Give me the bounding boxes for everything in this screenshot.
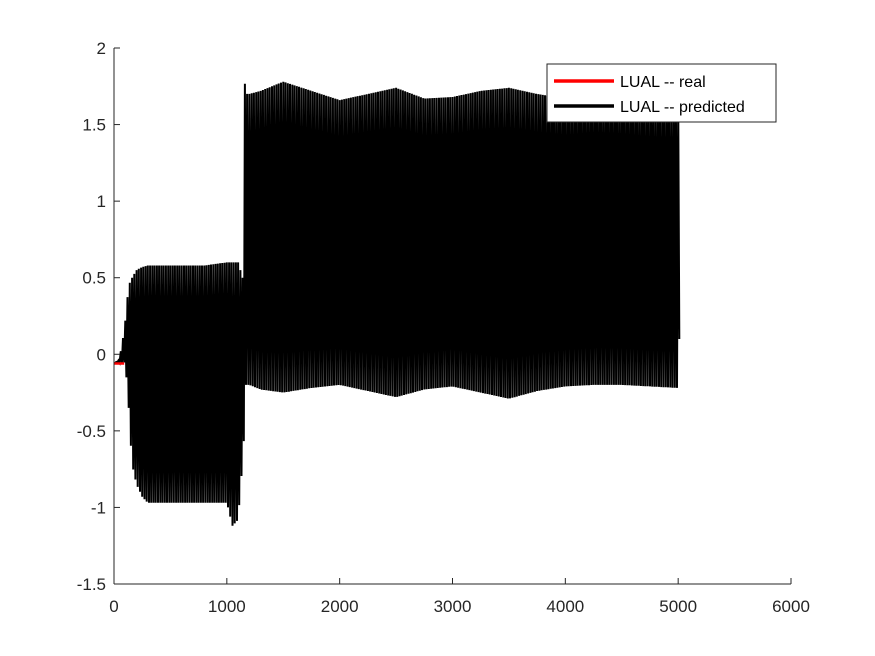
x-tick-label: 5000 <box>659 597 697 616</box>
y-ticks: -1.5 -1 -0.5 0 0.5 1 1.5 2 <box>77 39 120 594</box>
legend-label-real: LUAL -- real <box>620 74 706 91</box>
x-tick-label: 2000 <box>321 597 359 616</box>
y-tick-label: 2 <box>97 39 106 58</box>
series-predicted-line <box>113 81 681 526</box>
x-ticks: 0 1000 2000 3000 4000 5000 6000 <box>109 578 810 616</box>
y-tick-label: 0.5 <box>82 269 106 288</box>
y-tick-label: -1 <box>91 498 106 517</box>
y-tick-label: 1 <box>97 192 106 211</box>
y-tick-label: 1.5 <box>82 116 106 135</box>
legend-label-predicted: LUAL -- predicted <box>620 99 745 116</box>
y-tick-label: -1.5 <box>77 575 106 594</box>
legend-box <box>546 63 777 123</box>
legend: LUAL -- real LUAL -- predicted <box>546 63 777 123</box>
series-layer <box>113 81 681 526</box>
x-tick-label: 0 <box>109 597 118 616</box>
x-tick-label: 1000 <box>208 597 246 616</box>
x-tick-label: 3000 <box>434 597 472 616</box>
y-tick-label: -0.5 <box>77 422 106 441</box>
x-tick-label: 6000 <box>772 597 810 616</box>
x-tick-label: 4000 <box>546 597 584 616</box>
y-tick-label: 0 <box>97 345 106 364</box>
